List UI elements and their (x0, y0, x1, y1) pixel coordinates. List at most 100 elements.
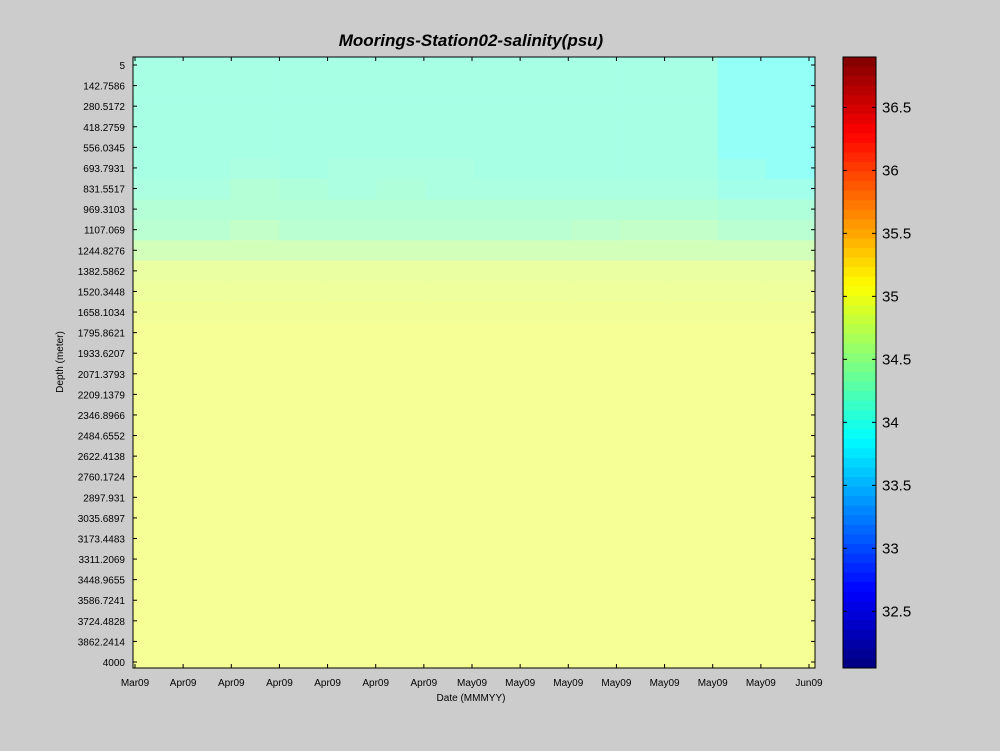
heatmap-cell (425, 138, 475, 160)
colorbar-segment (843, 95, 876, 106)
colorbar-segment (843, 629, 876, 640)
y-tick-label: 1658.1034 (78, 308, 126, 319)
heatmap-cell (181, 179, 232, 201)
heatmap-cell (230, 464, 280, 486)
colorbar-tick-label: 35 (882, 288, 899, 305)
heatmap-cell (376, 57, 426, 78)
heatmap-cell (327, 627, 378, 649)
heatmap-cell (620, 443, 670, 465)
heatmap-cell (522, 118, 573, 140)
heatmap-cell (425, 423, 475, 445)
heatmap-cell (474, 342, 524, 364)
heatmap-cell (717, 97, 767, 119)
heatmap-cell (279, 321, 329, 343)
heatmap-cell (230, 606, 280, 628)
heatmap-cell (327, 97, 378, 119)
colorbar-segment (843, 410, 876, 421)
heatmap-cell (522, 525, 573, 547)
y-tick-label: 2071.3793 (78, 370, 126, 381)
y-tick-label: 2760.1724 (78, 473, 126, 484)
colorbar-segment (843, 295, 876, 306)
heatmap-cell (474, 281, 524, 302)
y-tick-label: 4000 (103, 658, 126, 669)
heatmap-cell (327, 179, 378, 201)
heatmap-cell (327, 647, 378, 669)
heatmap-cell (133, 443, 183, 465)
heatmap-cell (717, 281, 767, 302)
heatmap-cell (376, 260, 426, 282)
y-tick-label: 2346.8966 (78, 411, 126, 422)
heatmap-cell (279, 586, 329, 608)
heatmap-cell (474, 443, 524, 465)
heatmap-cell (717, 484, 767, 506)
heatmap-cell (181, 443, 232, 465)
heatmap-cell (181, 240, 232, 262)
heatmap-cell (376, 118, 426, 140)
colorbar-segment (843, 133, 876, 144)
heatmap-cell (766, 464, 816, 486)
heatmap-cell (571, 57, 621, 78)
heatmap-cell (571, 362, 621, 384)
heatmap-cell (230, 362, 280, 384)
heatmap-cell (766, 77, 816, 99)
heatmap-cell (668, 281, 719, 302)
y-tick-label: 969.3103 (83, 205, 125, 216)
heatmap-cell (376, 97, 426, 119)
heatmap-cell (376, 321, 426, 343)
colorbar-segment (843, 429, 876, 440)
heatmap-cell (522, 260, 573, 282)
heatmap-cell (522, 199, 573, 221)
heatmap-cell (522, 97, 573, 119)
heatmap-cell (668, 586, 719, 608)
heatmap-cell (571, 423, 621, 445)
heatmap-cell (181, 606, 232, 628)
heatmap-cell (474, 97, 524, 119)
heatmap-cell (766, 525, 816, 547)
y-tick-label: 556.0345 (83, 143, 125, 154)
colorbar-segment (843, 591, 876, 602)
heatmap-cell (766, 423, 816, 445)
colorbar-segment (843, 276, 876, 287)
heatmap-cell (327, 260, 378, 282)
heatmap-cell (766, 179, 816, 201)
heatmap-cell (668, 240, 719, 262)
colorbar-segment (843, 114, 876, 125)
heatmap-cell (230, 505, 280, 527)
heatmap-cell (620, 260, 670, 282)
heatmap-cell (717, 403, 767, 425)
y-tick-label: 3862.2414 (78, 637, 126, 648)
heatmap-cell (181, 342, 232, 364)
heatmap-cell (425, 586, 475, 608)
heatmap-cell (376, 586, 426, 608)
colorbar-segment (843, 190, 876, 201)
heatmap-cell (571, 77, 621, 99)
heatmap-cell (327, 505, 378, 527)
heatmap-cell (181, 321, 232, 343)
heatmap-cell (230, 403, 280, 425)
colorbar-segment (843, 238, 876, 249)
heatmap-cell (717, 179, 767, 201)
colorbar-segment (843, 648, 876, 659)
heatmap-cell (279, 240, 329, 262)
y-tick-label: 1795.8621 (78, 329, 126, 340)
heatmap-cell (668, 57, 719, 78)
heatmap-cell (327, 525, 378, 547)
heatmap-cell (181, 647, 232, 669)
heatmap-cell (668, 382, 719, 404)
x-tick-label: May09 (505, 678, 535, 689)
heatmap-cell (717, 77, 767, 99)
heatmap-cell (620, 505, 670, 527)
heatmap-cell (717, 158, 767, 180)
heatmap-cell (133, 342, 183, 364)
y-axis-ticks: 5 142.7586 280.5172 418.2759 556.0345 693.793… (78, 61, 815, 669)
heatmap-cell (133, 403, 183, 425)
heatmap-cell (376, 158, 426, 180)
heatmap-cell (522, 423, 573, 445)
y-tick-label: 2897.931 (83, 493, 125, 504)
heatmap-cell (668, 118, 719, 140)
heatmap-cell (376, 240, 426, 262)
heatmap-cell (279, 301, 329, 323)
heatmap-cell (279, 505, 329, 527)
heatmap-cell (668, 179, 719, 201)
heatmap-cell (620, 586, 670, 608)
